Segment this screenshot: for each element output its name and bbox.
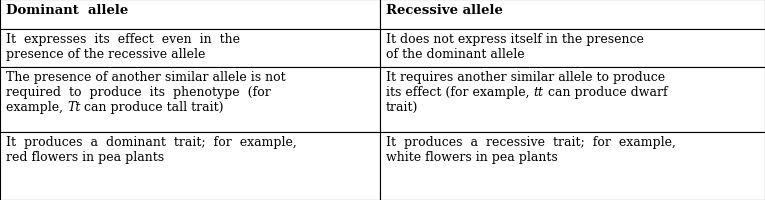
Bar: [0, 67, 380, 132]
Text: can produce dwarf: can produce dwarf: [544, 86, 667, 99]
Bar: [0, 132, 380, 200]
Bar: [0, 29, 380, 67]
Bar: [0, 0, 380, 29]
Text: required  to  produce  its  phenotype  (for: required to produce its phenotype (for: [6, 86, 271, 99]
Text: It requires another similar allele to produce: It requires another similar allele to pr…: [386, 71, 666, 84]
Text: presence of the recessive allele: presence of the recessive allele: [6, 48, 206, 61]
Text: It  produces  a  dominant  trait;  for  example,: It produces a dominant trait; for exampl…: [6, 136, 297, 149]
Text: Dominant  allele: Dominant allele: [6, 4, 129, 17]
Text: It  expresses  its  effect  even  in  the: It expresses its effect even in the: [6, 33, 240, 46]
Text: Tt: Tt: [67, 100, 80, 113]
Text: trait): trait): [386, 100, 418, 113]
Text: can produce tall trait): can produce tall trait): [80, 100, 224, 113]
Text: of the dominant allele: of the dominant allele: [386, 48, 525, 61]
Bar: [380, 0, 765, 29]
Text: It  produces  a  recessive  trait;  for  example,: It produces a recessive trait; for examp…: [386, 136, 676, 149]
Text: It does not express itself in the presence: It does not express itself in the presen…: [386, 33, 644, 46]
Text: The presence of another similar allele is not: The presence of another similar allele i…: [6, 71, 286, 84]
Text: white flowers in pea plants: white flowers in pea plants: [386, 150, 558, 163]
Text: red flowers in pea plants: red flowers in pea plants: [6, 150, 164, 163]
Bar: [380, 67, 765, 132]
Text: example,: example,: [6, 100, 67, 113]
Text: Recessive allele: Recessive allele: [386, 4, 503, 17]
Bar: [380, 132, 765, 200]
Bar: [380, 29, 765, 67]
Text: its effect (for example,: its effect (for example,: [386, 86, 534, 99]
Text: tt: tt: [534, 86, 544, 99]
